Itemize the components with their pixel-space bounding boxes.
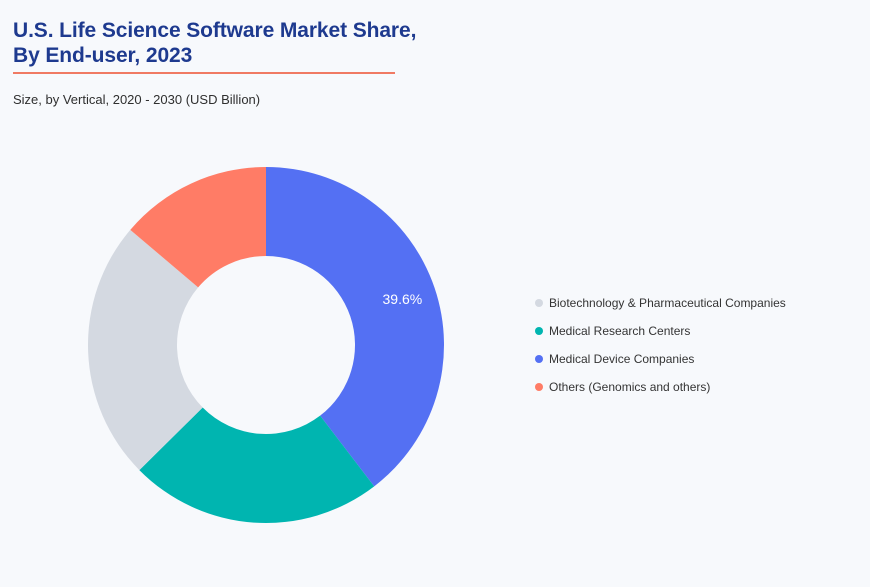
legend-color-dot-icon xyxy=(535,299,543,307)
chart-title-line-1: U.S. Life Science Software Market Share, xyxy=(13,19,417,42)
legend-color-dot-icon xyxy=(535,327,543,335)
chart-title-line-2: By End-user, 2023 xyxy=(13,44,193,67)
legend-label: Medical Research Centers xyxy=(549,324,691,338)
legend-item-medical-research-centers: Medical Research Centers xyxy=(535,322,786,340)
legend-label: Biotechnology & Pharmaceutical Companies xyxy=(549,296,786,310)
slice-data-label-medical-device-companies: 39.6% xyxy=(383,291,423,307)
legend-item-medical-device-companies: Medical Device Companies xyxy=(535,350,786,368)
chart-legend: Biotechnology & Pharmaceutical Companies… xyxy=(535,294,786,406)
chart-subtitle: Size, by Vertical, 2020 - 2030 (USD Bill… xyxy=(13,92,261,107)
legend-label: Medical Device Companies xyxy=(549,352,695,366)
donut-slice-others-genomics-and-others xyxy=(130,167,266,288)
donut-data-labels-group: 39.6% xyxy=(383,291,423,307)
donut-slice-medical-device-companies xyxy=(266,167,444,487)
chart-title: U.S. Life Science Software Market Share,… xyxy=(13,18,433,68)
donut-slices-group xyxy=(88,167,444,523)
legend-item-biotechnology-and-pharmaceutical-companies: Biotechnology & Pharmaceutical Companies xyxy=(535,294,786,312)
donut-slice-medical-research-centers xyxy=(139,407,375,523)
donut-slice-biotechnology-and-pharmaceutical-companies xyxy=(88,229,203,471)
title-underline-divider xyxy=(13,72,395,74)
legend-color-dot-icon xyxy=(535,383,543,391)
legend-item-others-genomics-and-others: Others (Genomics and others) xyxy=(535,378,786,396)
legend-color-dot-icon xyxy=(535,355,543,363)
legend-label: Others (Genomics and others) xyxy=(549,380,711,394)
